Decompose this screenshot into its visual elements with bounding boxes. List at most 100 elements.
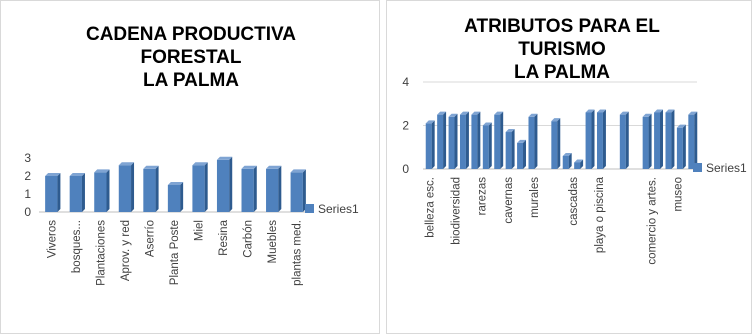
bar-front [688, 114, 695, 169]
bar [437, 111, 447, 169]
bar-top [425, 120, 435, 124]
x-category-label: comercio y artes. [646, 177, 658, 265]
bar [654, 109, 664, 169]
bar [688, 111, 698, 169]
bar [459, 111, 469, 169]
x-category-label: Miel [194, 220, 206, 241]
bar-top [167, 182, 184, 185]
bar-front [676, 127, 683, 169]
bar-front [619, 114, 626, 169]
legend-swatch [305, 204, 314, 213]
bar-front [574, 162, 581, 169]
x-category-label: Aserrío [144, 220, 156, 257]
bar-top [562, 152, 572, 156]
bar-side [488, 122, 492, 169]
title-line: TURISMO [518, 39, 606, 60]
bar-side [568, 152, 572, 169]
legend-label: Series1 [706, 161, 747, 175]
legend-swatch [693, 163, 702, 172]
bar-side [557, 118, 561, 169]
bar-front [437, 114, 444, 169]
x-category-label: belleza esc. [425, 177, 437, 238]
bar-top [459, 111, 469, 115]
y-tick-label: 2 [402, 119, 409, 133]
x-category-label: cavernas [503, 177, 515, 224]
bar-top [216, 156, 233, 160]
bar-top [290, 169, 306, 173]
bar-front [665, 112, 672, 169]
x-category-label: Aprov. y red [120, 220, 132, 281]
bar-top [192, 162, 208, 166]
bar-front [459, 114, 466, 169]
bar-side [648, 113, 652, 169]
bar [425, 120, 435, 169]
bar-top [505, 129, 515, 133]
bar-top [266, 165, 282, 169]
bar-side [155, 165, 159, 212]
bar-front [216, 159, 230, 212]
bar-side [682, 124, 686, 169]
bar-side [580, 159, 584, 169]
x-category-label: cascadas [568, 177, 580, 226]
y-tick-label: 2 [24, 169, 31, 183]
bar-top [654, 109, 664, 113]
bar-side [57, 173, 61, 212]
bar [118, 162, 135, 212]
bar-side [465, 111, 469, 169]
bar-chart-forestal: 0 1 2 3 Viveros bosques... Plantaciones Aprov. … [24, 151, 359, 286]
bar [562, 152, 572, 169]
legend: Series1 [305, 202, 359, 216]
bar-side [625, 111, 629, 169]
x-category-label: rarezas [477, 177, 489, 216]
bar-side [477, 111, 481, 169]
bar [266, 165, 282, 212]
x-category-label: museo [672, 177, 684, 212]
y-tick-label: 0 [24, 205, 31, 219]
bar-front [167, 185, 181, 212]
bar-front [482, 125, 489, 169]
bar-front [528, 116, 535, 169]
bar [494, 111, 504, 169]
bar-top [94, 169, 110, 173]
bar-front [143, 168, 156, 212]
chart-title-forestal: CADENA PRODUCTIVA FORESTAL LA PALMA [81, 23, 301, 92]
bar-top [551, 118, 561, 122]
bar [551, 118, 561, 169]
bar-side [443, 111, 447, 169]
bar-side [302, 169, 306, 212]
bar-side [229, 156, 233, 212]
bar-top [642, 113, 652, 117]
bar-side [500, 111, 504, 169]
x-category-label: playa o piscina [594, 176, 606, 253]
bar-front [425, 123, 432, 169]
bar-front [654, 112, 661, 169]
bar-front [551, 121, 558, 169]
bar [69, 173, 85, 212]
x-category-label: Muebles [267, 220, 279, 264]
bar-top [482, 122, 492, 126]
bar [585, 109, 595, 169]
bar-front [562, 155, 569, 169]
bar-top [585, 109, 595, 113]
bar-front [596, 112, 603, 169]
chart-panel-forestal: CADENA PRODUCTIVA FORESTAL LA PALMA 0 1 2 3… [0, 0, 380, 334]
bar-front [505, 132, 512, 169]
bar-front [642, 116, 649, 169]
bar-side [511, 129, 515, 169]
bar [528, 113, 538, 169]
chart-title-turismo: ATRIBUTOS PARA EL TURISMO LA PALMA [447, 15, 677, 84]
bar-top [494, 111, 504, 115]
bar-top [143, 165, 159, 169]
bar [448, 113, 458, 169]
bar-top [665, 109, 675, 113]
y-tick-label: 1 [24, 187, 31, 201]
bar-side [523, 139, 527, 169]
bar-top [676, 124, 686, 128]
x-category-label: Planta Poste [169, 220, 181, 285]
bar-front [266, 168, 279, 212]
bar-front [118, 165, 132, 212]
x-category-label: murales [529, 177, 541, 218]
bar-side [602, 109, 606, 169]
bar-top [118, 162, 135, 166]
y-tick-label: 0 [402, 162, 409, 176]
